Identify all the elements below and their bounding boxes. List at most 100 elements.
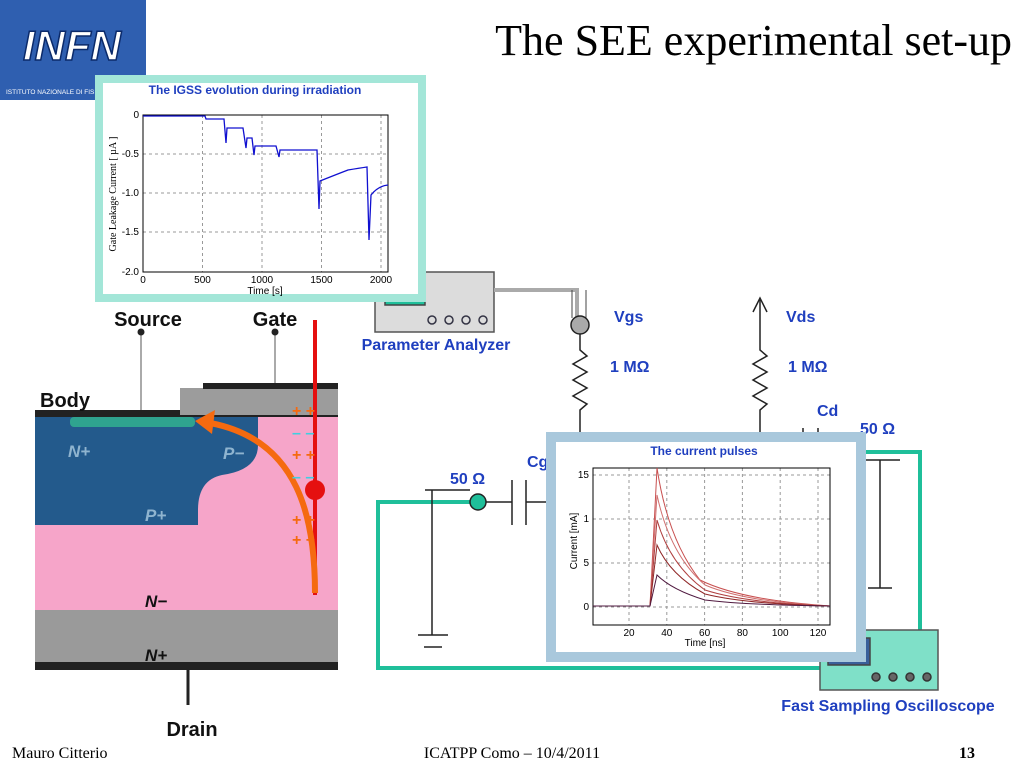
y-axis-label: Current [mA] xyxy=(569,512,580,569)
ground xyxy=(418,489,470,648)
pin xyxy=(137,328,145,336)
x-tick-label: 1500 xyxy=(310,275,333,286)
pulse xyxy=(593,574,831,607)
inset-title: The IGSS evolution during irradiation xyxy=(149,83,362,97)
knob xyxy=(888,672,898,682)
capacitor xyxy=(486,480,548,525)
resistor-label: 1 MΩ xyxy=(788,359,828,376)
plus: + + xyxy=(292,447,315,464)
x-tick-label: 80 xyxy=(737,628,749,639)
y-tick-label: -2.0 xyxy=(122,267,140,278)
body-label: Body xyxy=(40,390,91,412)
inset-igss: The IGSS evolution during irradiation 0-… xyxy=(95,75,426,302)
plot-frame xyxy=(142,114,389,273)
x-axis-label: Time [s] xyxy=(247,286,282,297)
pulses xyxy=(593,467,831,607)
current-path xyxy=(209,420,318,594)
gate-label: Gate xyxy=(253,309,297,331)
minus: – – xyxy=(292,425,314,442)
r50-label: 50 Ω xyxy=(450,471,485,488)
connector xyxy=(570,315,590,335)
pulse xyxy=(593,543,831,607)
y-tick-label: -1.0 xyxy=(122,188,140,199)
drain-metal xyxy=(35,662,338,670)
x-tick-label: 20 xyxy=(623,628,635,639)
minus: – – xyxy=(292,469,314,486)
knob xyxy=(427,315,437,325)
cable xyxy=(376,500,822,670)
knob xyxy=(444,315,454,325)
charges: + + – – + + – – + + + + xyxy=(292,403,315,549)
x-tick-label: 120 xyxy=(810,628,827,639)
plus: + + xyxy=(292,512,315,529)
region-label: P+ xyxy=(145,506,166,525)
x-tick-label: 1000 xyxy=(251,275,274,286)
footer-event: ICATPP Como – 10/4/2011 xyxy=(424,745,600,762)
y-tick-label: 0 xyxy=(133,110,139,121)
region-label: P− xyxy=(223,444,244,463)
knob xyxy=(905,672,915,682)
x-tick-label: 0 xyxy=(140,275,146,286)
logo: INFN xyxy=(23,22,123,69)
resistor xyxy=(571,334,589,440)
ion xyxy=(305,480,325,500)
region-label: N+ xyxy=(145,646,167,665)
arrowhead xyxy=(195,410,215,434)
oscilloscope-label: Fast Sampling Oscilloscope xyxy=(781,698,994,715)
logo-sub: ISTITUTO NAZIONALE DI FISIC xyxy=(6,89,101,96)
region-label: N+ xyxy=(68,442,90,461)
vgs-label: Vgs xyxy=(614,309,643,326)
x-tick-label: 60 xyxy=(699,628,711,639)
plus: + + xyxy=(292,532,315,549)
p-region xyxy=(35,417,258,525)
x-tick-label: 100 xyxy=(772,628,789,639)
knob xyxy=(478,315,488,325)
knob xyxy=(461,315,471,325)
r50-label: 50 Ω xyxy=(860,421,895,438)
x-tick-label: 500 xyxy=(194,275,211,286)
cable-shield xyxy=(571,290,587,318)
plot-frame xyxy=(592,467,831,626)
knob xyxy=(871,672,881,682)
cd-label: Cd xyxy=(817,403,838,420)
drain-label: Drain xyxy=(166,719,217,741)
x-tick-label: 40 xyxy=(661,628,673,639)
gate-metal xyxy=(203,383,338,389)
inset-title: The current pulses xyxy=(650,444,758,458)
y-tick-label: 1 xyxy=(583,514,589,525)
footer-page: 13 xyxy=(959,745,975,762)
y-tick-label: 5 xyxy=(583,558,589,569)
device: + + – – + + – – + + + + Source Gate Body… xyxy=(35,309,338,741)
substrate xyxy=(35,610,338,662)
arrow xyxy=(752,296,768,313)
cable xyxy=(494,288,579,318)
inset-frame xyxy=(546,432,866,662)
ground xyxy=(860,459,900,589)
connector xyxy=(469,493,487,511)
y-axis-label: Gate Leakage Current [ µA ] xyxy=(108,137,119,252)
pin xyxy=(271,328,279,336)
y-tick-label: 15 xyxy=(578,470,590,481)
pulse xyxy=(593,494,831,607)
cg-label: Cg xyxy=(527,454,548,471)
title: The SEE experimental set-up xyxy=(495,16,1012,65)
x-tick-label: 2000 xyxy=(370,275,393,286)
y-tick-label: -0.5 xyxy=(122,149,140,160)
y-tick-label: 0 xyxy=(583,602,589,613)
n-plus-region xyxy=(70,417,195,427)
gate-oxide xyxy=(180,388,338,415)
footer-author: Mauro Citterio xyxy=(12,745,108,762)
resistor-label: 1 MΩ xyxy=(610,359,650,376)
plus: + + xyxy=(292,403,315,420)
y-tick-label: -1.5 xyxy=(122,227,140,238)
vds-label: Vds xyxy=(786,309,815,326)
x-axis-label: Time [ns] xyxy=(685,638,726,649)
analyzer-label: Parameter Analyzer xyxy=(362,337,511,354)
curve xyxy=(143,115,389,241)
inset-frame xyxy=(95,75,426,302)
pulse xyxy=(593,519,831,607)
region-label: N− xyxy=(145,592,167,611)
resistor xyxy=(751,300,769,440)
